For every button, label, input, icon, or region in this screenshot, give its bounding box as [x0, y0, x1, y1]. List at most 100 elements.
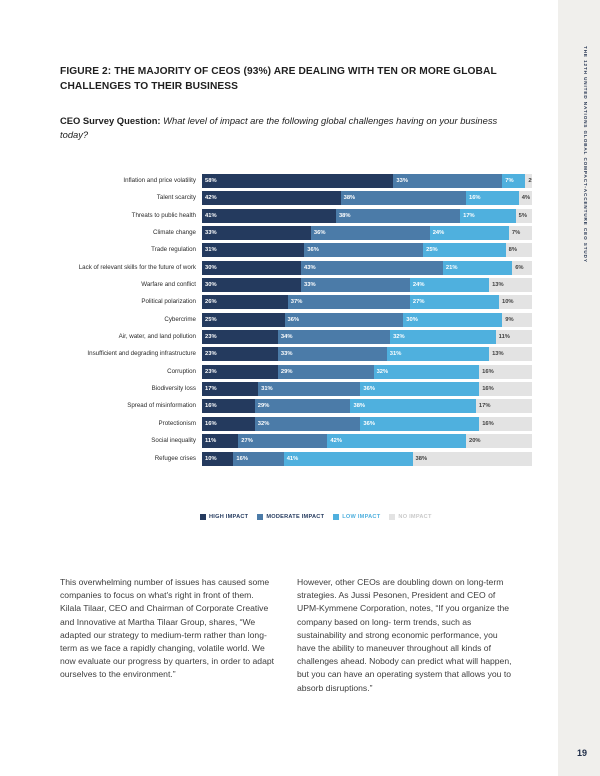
legend-swatch-no-impact — [389, 514, 396, 520]
chart-row-label: Refugee crises — [154, 454, 196, 462]
bar-segment-high-impact: 16% — [202, 416, 255, 431]
bar-segment-no-impact: 11% — [495, 330, 532, 345]
chart-row-bar: 58%33%7%2% — [202, 174, 532, 188]
bar-segment-moderate-impact: 36% — [310, 226, 430, 241]
bar-segment-high-impact: 17% — [202, 382, 259, 397]
bar-segment-no-impact: 20% — [465, 434, 532, 449]
stacked-bar-chart: Inflation and price volatility58%33%7%2%… — [60, 174, 532, 469]
survey-question: CEO Survey Question: What level of impac… — [60, 114, 512, 142]
bar-segment-no-impact: 7% — [508, 226, 532, 241]
bar-segment-high-impact: 58% — [202, 174, 394, 188]
legend-swatch-low-impact — [333, 514, 340, 520]
bar-segment-no-impact: 17% — [475, 399, 532, 414]
legend-item-high-impact: HIGH IMPACT — [200, 514, 248, 520]
bar-segment-no-impact: 13% — [489, 278, 532, 293]
bar-segment-moderate-impact: 16% — [233, 451, 284, 466]
chart-row: Corruption 23% 29% 32% 16% — [60, 364, 532, 379]
chart-row: Biodiversity loss 17% 31% 36% 16% — [60, 382, 532, 397]
bar-segment-no-impact: 4% — [518, 191, 532, 206]
chart-row: Spread of misinformation 16% 29% 38% 17% — [60, 399, 532, 414]
bar-segment-moderate-impact: 36% — [304, 243, 424, 258]
page-number: 19 — [576, 748, 587, 758]
bar-segment-low-impact: 31% — [386, 347, 490, 362]
bar-segment-low-impact: 36% — [360, 382, 480, 397]
legend-item-no-impact: NO IMPACT — [389, 514, 431, 520]
chart-row-label: Lack of relevant skills for the future o… — [78, 263, 196, 271]
chart-row-label: Corruption — [167, 367, 196, 375]
chart-row: Talent scarcity 42% 38% 16% 4% — [60, 191, 532, 206]
legend-item-low-impact: LOW IMPACT — [333, 514, 380, 520]
bar-segment-moderate-impact: 33% — [393, 174, 503, 188]
bar-segment-no-impact: 16% — [479, 416, 532, 431]
chart-row: Cybercrime 25% 36% 30% 9% — [60, 312, 532, 327]
chart-row-label: Threats to public health — [131, 211, 196, 219]
bar-segment-high-impact: 26% — [202, 295, 288, 310]
chart-row-bar: 41% 38% 17% 5% — [202, 208, 532, 223]
chart-row-label: Warfare and conflict — [141, 281, 196, 289]
chart-row-label: Protectionism — [158, 419, 196, 427]
bar-segment-moderate-impact: 36% — [284, 312, 404, 327]
chart-row-label: Trade regulation — [151, 246, 196, 254]
chart-row: Lack of relevant skills for the future o… — [60, 260, 532, 275]
chart-row-bar: 42% 38% 16% 4% — [202, 191, 532, 206]
bar-segment-high-impact: 23% — [202, 330, 278, 345]
bar-segment-no-impact: 16% — [479, 364, 532, 379]
bar-segment-low-impact: 24% — [429, 226, 509, 241]
bar-segment-moderate-impact: 29% — [254, 399, 351, 414]
bar-segment-low-impact: 25% — [423, 243, 506, 258]
bar-segment-high-impact: 16% — [202, 399, 255, 414]
legend-label-moderate-impact: MODERATE IMPACT — [266, 514, 325, 520]
legend-item-moderate-impact: MODERATE IMPACT — [257, 514, 324, 520]
chart-row: Threats to public health 41% 38% 17% 5% — [60, 208, 532, 223]
chart-row-label: Inflation and price volatility — [123, 177, 196, 184]
bar-segment-moderate-impact: 32% — [254, 416, 361, 431]
bar-segment-no-impact: 10% — [498, 295, 532, 310]
chart-row: Political polarization 26% 37% 27% 10% — [60, 295, 532, 310]
bar-segment-high-impact: 11% — [202, 434, 239, 449]
chart-row-bar: 23% 33% 31% 13% — [202, 347, 532, 362]
chart-row: Air, water, and land pollution 23% 34% 32% 1… — [60, 330, 532, 345]
chart-row-bar: 16% 32% 36% 16% — [202, 416, 532, 431]
chart-row-label: Air, water, and land pollution — [118, 333, 196, 341]
bar-segment-no-impact: 16% — [479, 382, 532, 397]
bar-segment-high-impact: 42% — [202, 191, 341, 206]
bar-segment-low-impact: 27% — [409, 295, 499, 310]
chart-row-label: Climate change — [153, 229, 196, 237]
chart-row-bar: 16% 29% 38% 17% — [202, 399, 532, 414]
chart-row-label: Cybercrime — [164, 315, 196, 323]
chart-row-bar: 11% 27% 42% 20% — [202, 434, 532, 449]
bar-segment-no-impact: 2% — [525, 174, 532, 188]
bar-segment-no-impact: 8% — [505, 243, 532, 258]
bar-segment-low-impact: 38% — [350, 399, 476, 414]
chart-row: Warfare and conflict 30% 33% 24% 13% — [60, 278, 532, 293]
survey-question-text: What level of impact are the following g… — [60, 115, 498, 140]
bar-segment-high-impact: 41% — [202, 208, 336, 223]
side-rail: THE 12TH UNITED NATIONS GLOBAL COMPACT-A… — [558, 0, 600, 776]
chart-row: Trade regulation 31% 36% 25% 8% — [60, 243, 532, 258]
bar-segment-high-impact: 33% — [202, 226, 311, 241]
bar-segment-moderate-impact: 31% — [258, 382, 361, 397]
bar-segment-high-impact: 10% — [202, 451, 234, 466]
bar-segment-no-impact: 9% — [502, 312, 532, 327]
legend-label-no-impact: NO IMPACT — [398, 514, 432, 520]
chart-row-bar: 30% 43% 21% 6% — [202, 260, 532, 275]
chart-row: Inflation and price volatility 58%33%7%2% — [60, 174, 532, 188]
bar-segment-low-impact: 17% — [460, 208, 516, 223]
bar-segment-low-impact: 30% — [403, 312, 503, 327]
chart-row: Protectionism 16% 32% 36% 16% — [60, 416, 532, 431]
chart-row: Climate change 33% 36% 24% 7% — [60, 226, 532, 241]
chart-row-label: Talent scarcity — [156, 194, 196, 202]
legend-label-high-impact: HIGH IMPACT — [209, 514, 249, 520]
bar-segment-low-impact: 16% — [465, 191, 519, 206]
bar-segment-low-impact: 36% — [360, 416, 480, 431]
chart-row-label: Social inequality — [151, 437, 196, 445]
bar-segment-no-impact: 13% — [489, 347, 532, 362]
chart-row-bar: 26% 37% 27% 10% — [202, 295, 532, 310]
bar-segment-no-impact: 5% — [515, 208, 532, 223]
chart-row: Insufficient and degrading infrastructur… — [60, 347, 532, 362]
bar-segment-moderate-impact: 27% — [238, 434, 328, 449]
bar-segment-moderate-impact: 33% — [277, 347, 387, 362]
chart-row-bar: 17% 31% 36% 16% — [202, 382, 532, 397]
bar-segment-high-impact: 25% — [202, 312, 285, 327]
chart-row-bar: 30% 33% 24% 13% — [202, 278, 532, 293]
